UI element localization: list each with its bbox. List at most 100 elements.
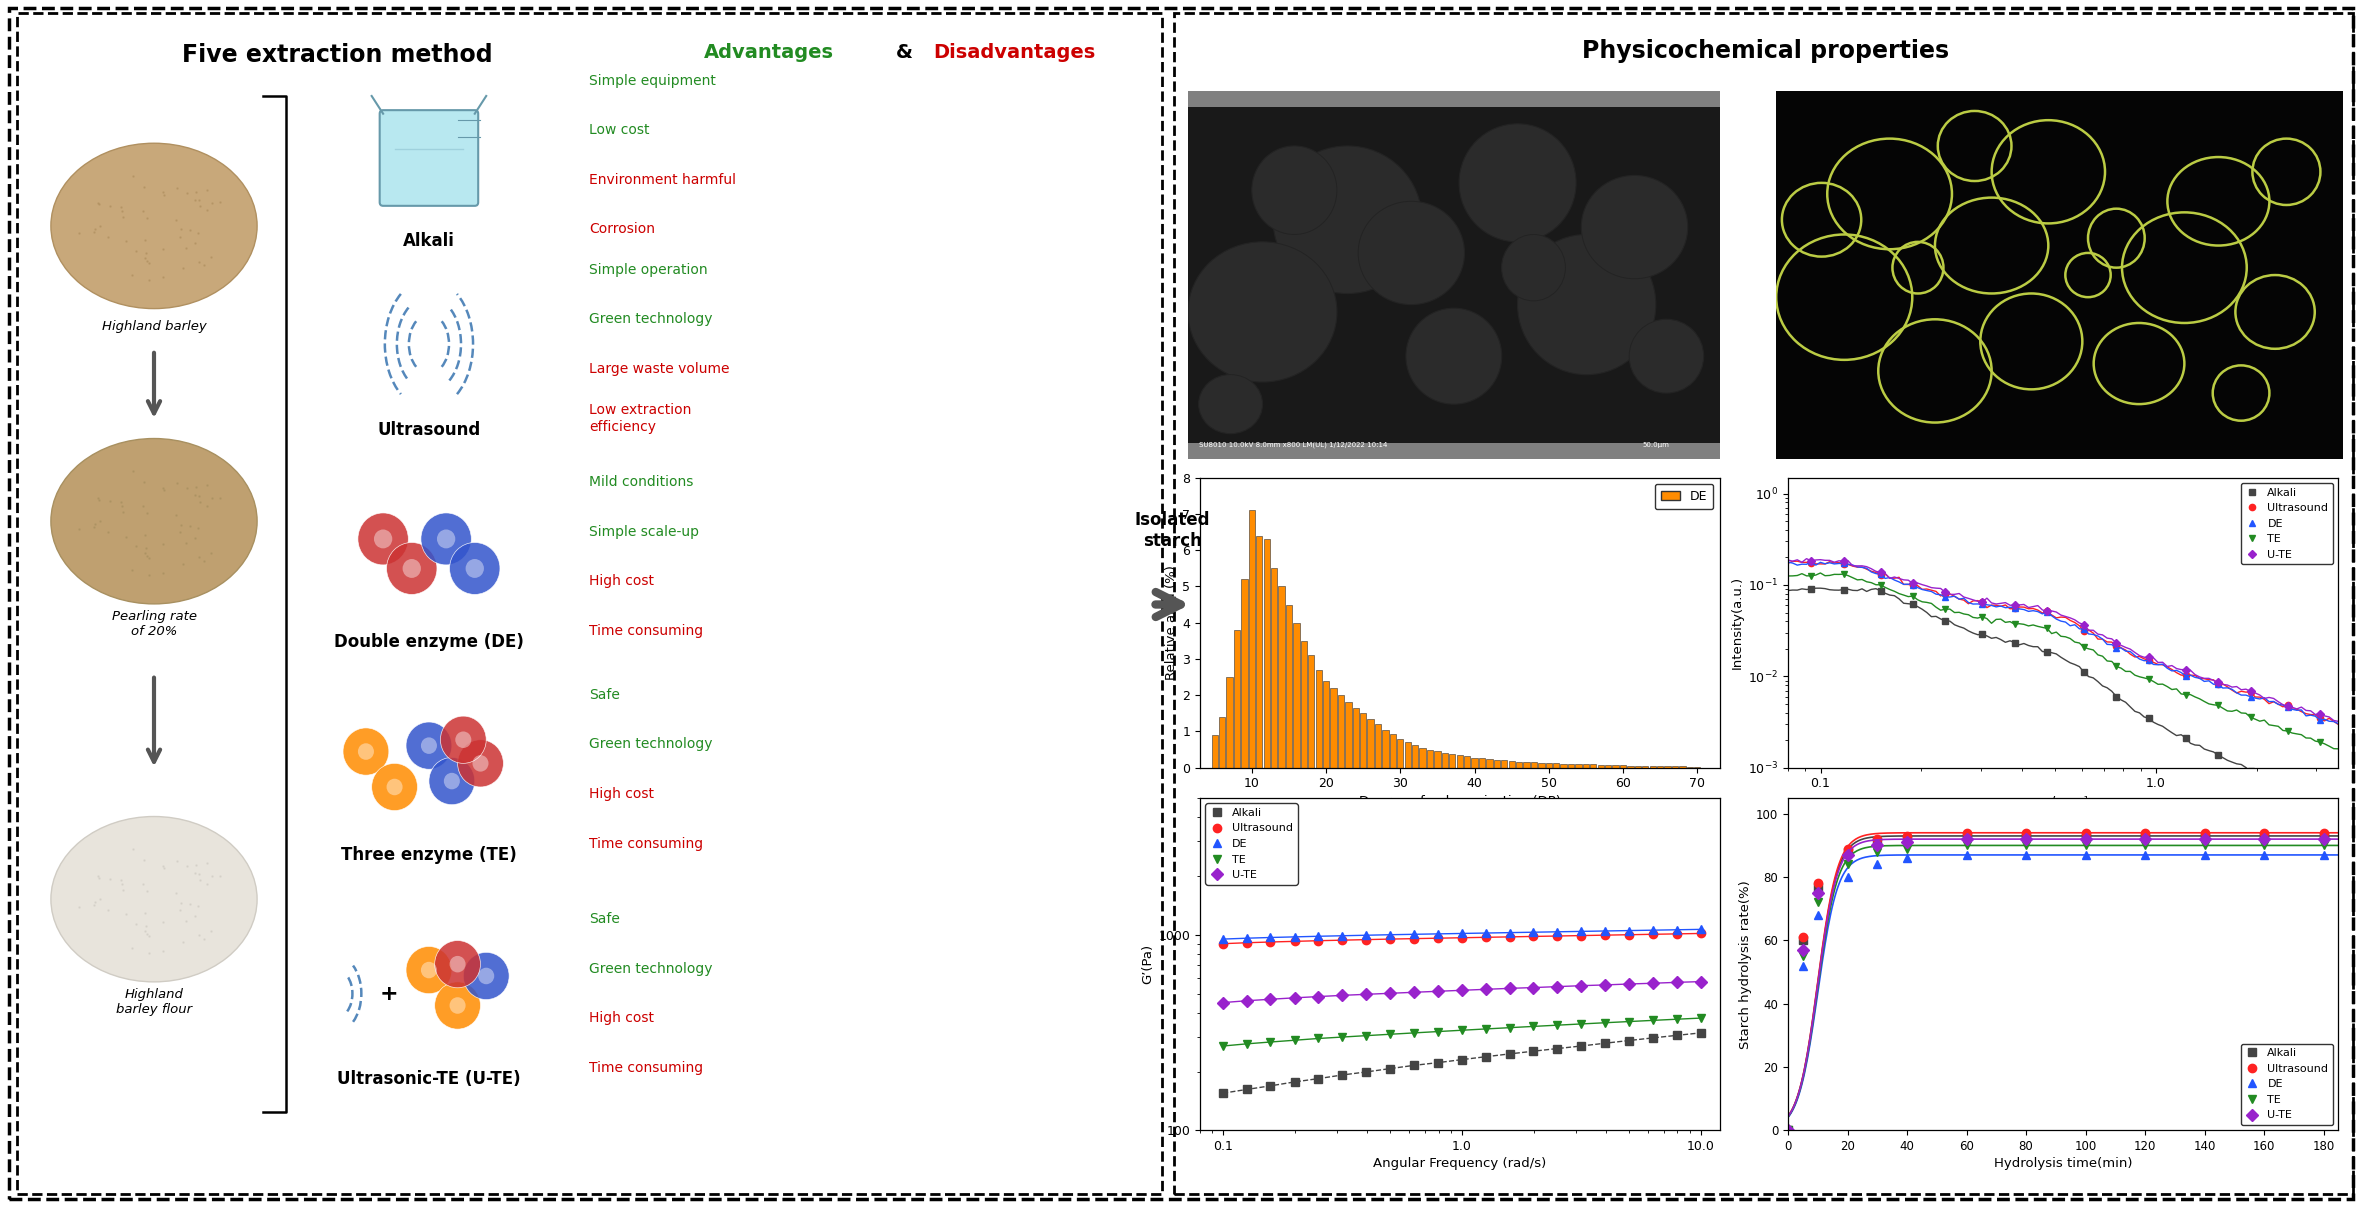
- TE: [1616, 1014, 1644, 1029]
- DE: [1592, 924, 1620, 938]
- Circle shape: [430, 758, 475, 805]
- Ultrasound: [1805, 877, 1833, 891]
- Bar: [1450, 754, 1455, 768]
- U-TE: [2190, 832, 2218, 846]
- U-TE: [2034, 604, 2062, 619]
- Text: Low extraction
efficiency: Low extraction efficiency: [588, 404, 692, 434]
- Alkali: [2135, 711, 2164, 725]
- Ellipse shape: [52, 439, 257, 603]
- Alkali: [1351, 1065, 1379, 1080]
- TE: [1864, 845, 1892, 860]
- Bar: [1233, 630, 1240, 768]
- Ellipse shape: [52, 816, 257, 982]
- U-TE: [2310, 832, 2338, 846]
- Ultrasound: [1495, 930, 1523, 944]
- U-TE: [1519, 980, 1547, 995]
- Text: Ultrasound: Ultrasound: [378, 421, 479, 439]
- Text: Five extraction method: Five extraction method: [182, 42, 494, 66]
- Circle shape: [387, 543, 437, 595]
- Alkali: [2131, 828, 2159, 843]
- U-TE: [1774, 1123, 1802, 1138]
- Circle shape: [458, 740, 503, 787]
- TE: [2034, 621, 2062, 636]
- Text: Large waste volume: Large waste volume: [588, 361, 730, 376]
- TE: [1866, 578, 1894, 592]
- U-TE: [1448, 983, 1476, 997]
- Alkali: [1377, 1062, 1405, 1076]
- Text: Pearling rate
of 20%: Pearling rate of 20%: [111, 609, 196, 638]
- Ultrasound: [1953, 826, 1982, 840]
- U-TE: [1280, 990, 1309, 1005]
- Bar: [1665, 767, 1670, 768]
- U-TE: [1566, 978, 1594, 993]
- Ultrasound: [1639, 927, 1668, 942]
- Ellipse shape: [1630, 319, 1703, 393]
- TE: [1686, 1011, 1715, 1025]
- TE: [1797, 568, 1826, 583]
- U-TE: [2251, 832, 2279, 846]
- Legend: Alkali, Ultrasound, DE, TE, U-TE: Alkali, Ultrasound, DE, TE, U-TE: [2242, 484, 2334, 565]
- Ellipse shape: [1200, 375, 1261, 434]
- Ultrasound: [1892, 828, 1920, 843]
- Line: DE: DE: [1219, 925, 1705, 943]
- X-axis label: q /nm⁻¹: q /nm⁻¹: [2038, 794, 2088, 808]
- Alkali: [2190, 828, 2218, 843]
- Circle shape: [420, 737, 437, 754]
- Ultrasound: [1866, 568, 1894, 583]
- TE: [1542, 1018, 1571, 1032]
- Circle shape: [420, 513, 472, 565]
- U-TE: [1424, 984, 1453, 999]
- X-axis label: Hydrolysis time(min): Hydrolysis time(min): [1994, 1157, 2133, 1170]
- Line: U-TE: U-TE: [1807, 557, 2322, 717]
- TE: [2102, 659, 2131, 673]
- DE: [1864, 857, 1892, 872]
- Line: U-TE: U-TE: [1783, 835, 2327, 1134]
- DE: [1377, 927, 1405, 942]
- Bar: [1441, 753, 1448, 768]
- Bar: [1434, 751, 1441, 768]
- Bar: [1249, 510, 1254, 768]
- U-TE: [1472, 982, 1500, 996]
- Bar: [1635, 765, 1642, 768]
- DE: [1833, 869, 1861, 884]
- TE: [1639, 1013, 1668, 1028]
- Bar: [1538, 763, 1545, 768]
- TE: [2237, 710, 2265, 724]
- Bar: [1523, 762, 1531, 768]
- U-TE: [1788, 943, 1816, 958]
- Ellipse shape: [1358, 201, 1464, 305]
- Circle shape: [359, 513, 409, 565]
- Alkali: [1899, 597, 1927, 612]
- Circle shape: [449, 997, 465, 1014]
- Text: Time consuming: Time consuming: [588, 837, 704, 851]
- TE: [1377, 1026, 1405, 1041]
- Bar: [1493, 759, 1500, 768]
- U-TE: [1401, 985, 1429, 1000]
- Bar: [1294, 623, 1299, 768]
- TE: [1892, 841, 1920, 856]
- Line: Alkali: Alkali: [1783, 832, 2327, 1134]
- Circle shape: [465, 559, 484, 578]
- Text: Safe: Safe: [588, 688, 621, 702]
- Bar: [1575, 764, 1583, 768]
- DE: [1616, 924, 1644, 938]
- DE: [1519, 925, 1547, 939]
- Alkali: [2171, 730, 2199, 745]
- Bar: [1479, 758, 1486, 768]
- Alkali: [1686, 1025, 1715, 1040]
- DE: [2135, 653, 2164, 667]
- Alkali: [1257, 1078, 1285, 1093]
- Ultrasound: [2069, 624, 2097, 638]
- Ellipse shape: [1252, 146, 1337, 235]
- Circle shape: [406, 947, 451, 994]
- Line: DE: DE: [1807, 559, 2322, 723]
- Alkali: [1280, 1075, 1309, 1089]
- Alkali: [2069, 665, 2097, 679]
- Text: Time consuming: Time consuming: [588, 1062, 704, 1075]
- DE: [2251, 848, 2279, 862]
- Circle shape: [406, 722, 451, 769]
- DE: [1797, 554, 1826, 568]
- Line: TE: TE: [1783, 841, 2327, 1134]
- DE: [1788, 959, 1816, 973]
- Line: Ultrasound: Ultrasound: [1783, 828, 2327, 1134]
